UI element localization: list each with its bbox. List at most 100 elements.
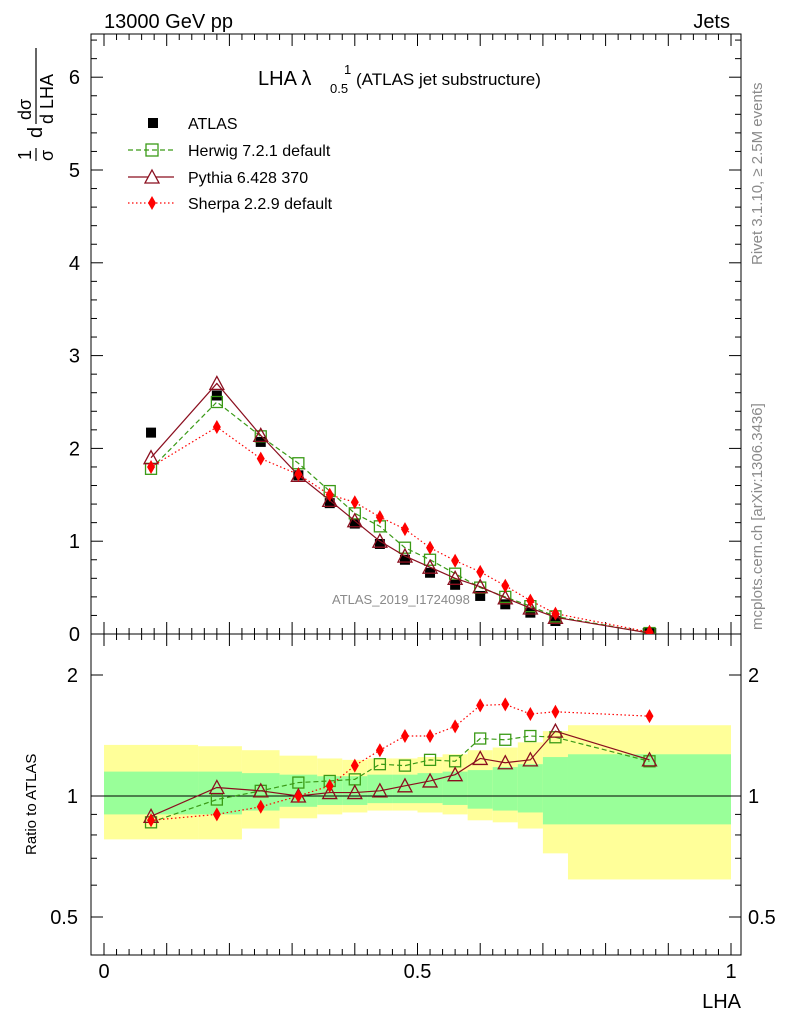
main-point-atlas (146, 427, 157, 438)
ratio-y-tick-label-left: 1 (67, 786, 78, 808)
plot-title-superscript: 1 (344, 62, 351, 77)
ratio-point-sherpa (325, 778, 334, 793)
main-point-pythia (321, 491, 338, 508)
rivet-label: Rivet 3.1.10, ≥ 2.5M events (749, 83, 766, 266)
ratio-point-pythia (208, 779, 225, 795)
main-point-sherpa (325, 487, 334, 502)
ratio-point-sherpa (426, 729, 435, 744)
main-point-pythia (252, 427, 269, 443)
legend-label-herwig: Herwig 7.2.1 default (188, 143, 331, 160)
ylabel-dsigma: dσ (15, 99, 35, 120)
legend: ATLAS Herwig 7.2.1 default Pythia 6.428 … (128, 116, 333, 213)
main-point-sherpa (375, 510, 384, 525)
ratio-bands (104, 725, 731, 880)
ylabel-one: 1 (15, 150, 35, 160)
ratio-point-sherpa (294, 789, 303, 803)
ratio-point-sherpa (350, 758, 359, 773)
main-y-tick-label: 1 (69, 531, 80, 553)
legend-label-sherpa: Sherpa 2.2.9 default (188, 196, 333, 213)
legend-entry-sherpa: Sherpa 2.2.9 default (128, 196, 333, 213)
ratio-point-sherpa (476, 698, 485, 713)
main-point-atlas (475, 590, 486, 601)
ratio-point-sherpa (551, 704, 560, 719)
main-point-pythia (208, 375, 225, 391)
ratio-point-pythia (522, 751, 539, 767)
main-point-sherpa (212, 420, 221, 435)
main-point-atlas (349, 518, 360, 529)
main-point-pythia (346, 512, 363, 528)
main-point-pythia (472, 578, 489, 594)
ratio-point-herwig (474, 732, 487, 745)
legend-marker-pythia (143, 168, 161, 184)
ratio-point-sherpa (256, 799, 265, 814)
main-point-atlas (374, 538, 385, 549)
band-inner-8 (417, 773, 443, 804)
main-point-sherpa (501, 578, 510, 593)
ratio-point-herwig (499, 733, 512, 746)
band-inner-14 (567, 754, 731, 825)
main-point-atlas (399, 554, 410, 565)
ratio-y-axis-label: Ratio to ATLAS (23, 754, 40, 855)
main-point-sherpa (350, 495, 359, 510)
ratio-point-pythia (641, 751, 658, 767)
main-y-tick-label: 5 (69, 160, 80, 182)
legend-marker-herwig (145, 143, 159, 157)
legend-label-atlas: ATLAS (188, 116, 238, 133)
main-point-pythia (522, 599, 539, 615)
ratio-point-herwig (643, 755, 656, 768)
ratio-point-pythia (447, 766, 464, 782)
ratio-point-sherpa (645, 709, 654, 724)
ratio-point-sherpa (526, 706, 535, 721)
band-inner-11 (492, 767, 518, 811)
main-y-tick-label: 0 (69, 624, 80, 646)
main-point-pythia (396, 547, 414, 563)
main-point-atlas (550, 616, 561, 627)
ratio-y-tick-label-left: 0.5 (50, 907, 78, 929)
main-point-pythia (421, 558, 439, 574)
main-point-sherpa (426, 540, 435, 555)
legend-entry-atlas: ATLAS (148, 116, 238, 133)
main-point-herwig (210, 395, 224, 409)
plot-title: LHA λ 1 0.5 (ATLAS jet substructure) (258, 62, 541, 96)
watermark: ATLAS_2019_I1724098 (332, 592, 470, 607)
main-y-tick-label: 2 (69, 438, 80, 460)
main-point-sherpa (476, 564, 485, 579)
main-point-pythia (497, 589, 514, 605)
ratio-point-herwig (423, 753, 437, 767)
ratio-point-sherpa (451, 719, 460, 734)
ratio-point-sherpa (400, 729, 409, 744)
main-y-tick-label: 6 (69, 67, 80, 89)
band-inner-0 (104, 771, 199, 815)
band-inner-13 (542, 757, 568, 825)
legend-marker-atlas (148, 118, 158, 128)
main-point-sherpa (147, 459, 156, 474)
main-point-pythia (447, 569, 464, 585)
main-point-atlas (324, 498, 335, 509)
ratio-point-herwig (398, 759, 412, 772)
ratio-y-tick-label-left: 2 (67, 665, 78, 687)
ratio-y-tick-label-right: 0.5 (748, 907, 776, 929)
main-point-sherpa (256, 451, 265, 466)
ratio-point-sherpa (375, 743, 384, 758)
main-line-pythia (150, 382, 650, 634)
ratio-point-pythia (252, 782, 269, 798)
band-inner-10 (467, 770, 493, 809)
ratio-point-sherpa (147, 813, 156, 828)
ratio-point-pythia (321, 784, 338, 800)
main-y-tick-label: 3 (69, 346, 80, 368)
legend-label-pythia: Pythia 6.428 370 (188, 170, 308, 187)
main-point-sherpa (645, 625, 654, 634)
ylabel-sigma: σ (37, 150, 57, 161)
x-tick-label: 1 (725, 961, 736, 983)
header-jets-label: Jets (693, 11, 730, 33)
ratio-point-herwig (524, 729, 537, 743)
x-tick-label: 0.5 (404, 961, 432, 983)
legend-entry-herwig: Herwig 7.2.1 default (128, 143, 331, 160)
legend-marker-sherpa (148, 196, 156, 210)
header-energy-label: 13000 GeV pp (104, 11, 233, 33)
plot-title-text: LHA λ (258, 68, 311, 90)
mcplots-label: mcplots.cern.ch [arXiv:1306.3436] (749, 403, 766, 630)
ratio-point-pythia (346, 784, 363, 800)
main-y-tick-label: 4 (69, 253, 80, 275)
